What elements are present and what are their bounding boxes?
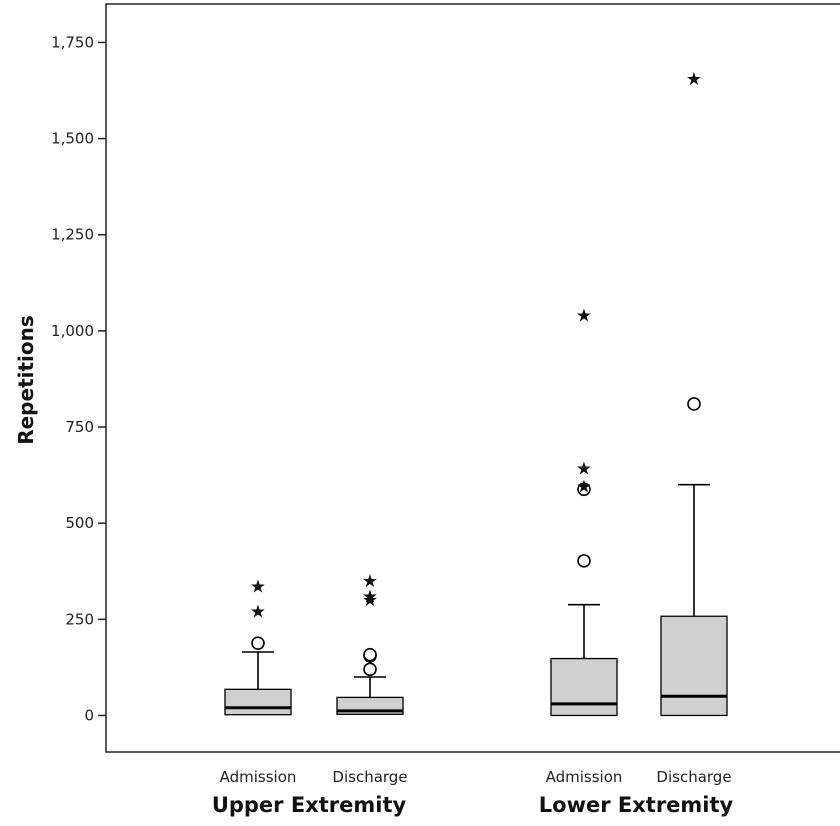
- category-label: Discharge: [332, 768, 407, 786]
- x-axis-labels: Admission Discharge Upper Extremity Admissi…: [212, 768, 734, 817]
- boxes-layer: ★★★★★★★★★: [224, 69, 728, 717]
- outlier-star: ★: [250, 577, 266, 598]
- outlier-circle: [687, 397, 701, 411]
- outlier-star: ★: [250, 602, 266, 623]
- outlier-star: ★: [686, 69, 702, 90]
- outlier-circle: [251, 636, 265, 650]
- outlier-star: ★: [362, 586, 378, 607]
- y-axis: 0 250 500 750 1,000 1,250 1,500 1,750: [51, 33, 106, 724]
- category-label: Admission: [220, 768, 297, 786]
- outlier-star: ★: [362, 571, 378, 592]
- y-tick-label: 1,500: [51, 130, 94, 148]
- y-tick-label: 750: [65, 418, 94, 436]
- outlier-star: ★: [362, 590, 378, 611]
- box-1-1: ★: [660, 69, 728, 717]
- plot-frame: [105, 3, 840, 753]
- iqr-box: [224, 688, 292, 716]
- outlier-star: ★: [576, 477, 592, 498]
- y-axis-label: Repetitions: [14, 315, 38, 445]
- iqr-box: [660, 615, 728, 717]
- outlier-circle: [577, 482, 591, 497]
- category-label: Discharge: [656, 768, 731, 786]
- y-tick-label: 1,750: [51, 33, 94, 51]
- outlier-circle: [363, 647, 377, 662]
- box-0-0: ★★: [224, 577, 292, 716]
- category-label: Admission: [546, 768, 623, 786]
- y-tick-label: 500: [65, 514, 94, 532]
- y-tick-label: 0: [84, 706, 94, 724]
- outlier-star: ★: [576, 306, 592, 327]
- outlier-circle: [363, 662, 377, 677]
- y-tick-label: 1,000: [51, 322, 94, 340]
- y-tick-label: 1,250: [51, 226, 94, 244]
- iqr-box: [550, 657, 618, 717]
- box-1-0: ★★★: [550, 306, 618, 717]
- y-tick-label: 250: [65, 610, 94, 628]
- box-0-1: ★★★: [336, 571, 404, 715]
- outlier-star: ★: [576, 458, 592, 479]
- outlier-circle: [577, 554, 591, 568]
- group-label: Lower Extremity: [539, 793, 734, 817]
- group-label: Upper Extremity: [212, 793, 407, 817]
